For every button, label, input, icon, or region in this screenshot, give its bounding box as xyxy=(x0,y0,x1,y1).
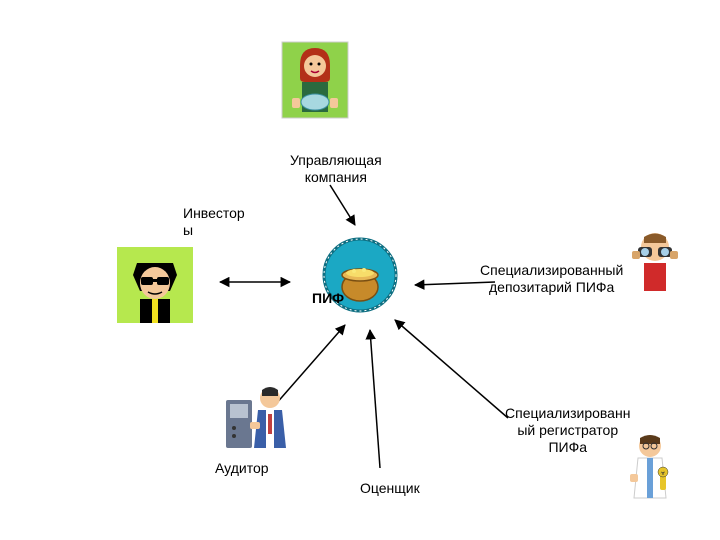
center-pif: ПИФ xyxy=(320,235,400,315)
registrar-icon: ☣ xyxy=(620,430,680,510)
auditor-person-icon xyxy=(220,380,300,455)
depositary-label: Специализированный депозитарий ПИФа xyxy=(480,262,623,296)
svg-text:☣: ☣ xyxy=(660,470,666,477)
binoculars-icon xyxy=(620,225,690,295)
auditor-icon xyxy=(220,380,300,460)
management-label: Управляющая компания xyxy=(290,152,382,186)
woman-icon xyxy=(280,40,350,120)
investors-label: Инвестор ы xyxy=(183,205,245,239)
appraiser-label: Оценщик xyxy=(360,480,420,497)
investors-icon xyxy=(115,245,195,330)
management-icon xyxy=(280,40,350,120)
registrar-label: Специализированн ый регистратор ПИФа xyxy=(505,405,630,455)
depositary-icon xyxy=(620,225,690,300)
pif-label: ПИФ xyxy=(312,290,344,307)
cool-guy-icon xyxy=(115,245,195,325)
auditor-label: Аудитор xyxy=(215,460,269,477)
scientist-icon: ☣ xyxy=(620,430,680,505)
